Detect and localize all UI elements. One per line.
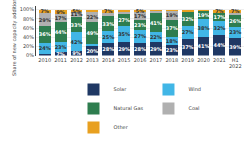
svg-text:18%: 18% xyxy=(166,38,178,44)
svg-text:2021: 2021 xyxy=(213,57,226,63)
svg-text:29%: 29% xyxy=(39,17,51,23)
svg-text:100%: 100% xyxy=(20,6,35,12)
svg-text:37%: 37% xyxy=(182,44,194,50)
svg-text:23%: 23% xyxy=(134,22,146,28)
svg-text:Share of new capacity addition: Share of new capacity additions (%) xyxy=(11,0,18,76)
svg-text:0%: 0% xyxy=(26,52,34,58)
svg-text:20%: 20% xyxy=(23,43,34,49)
svg-text:23%: 23% xyxy=(55,44,67,50)
svg-text:44%: 44% xyxy=(213,42,225,48)
svg-text:49%: 49% xyxy=(86,30,98,36)
svg-text:23%: 23% xyxy=(166,47,178,53)
svg-text:Other: Other xyxy=(114,124,129,130)
svg-text:24%: 24% xyxy=(39,45,51,51)
svg-text:32%: 32% xyxy=(213,25,225,31)
svg-text:2011: 2011 xyxy=(54,57,67,63)
svg-text:2010: 2010 xyxy=(38,57,51,63)
svg-text:29%: 29% xyxy=(118,46,130,52)
svg-text:28%: 28% xyxy=(134,46,146,52)
svg-text:32%: 32% xyxy=(182,16,194,22)
svg-text:33%: 33% xyxy=(71,22,83,28)
svg-text:29%: 29% xyxy=(150,46,162,52)
svg-text:26%: 26% xyxy=(229,18,241,24)
svg-text:11%: 11% xyxy=(71,11,83,17)
svg-text:7%: 7% xyxy=(231,8,240,14)
svg-text:20%: 20% xyxy=(86,48,98,54)
svg-text:2018: 2018 xyxy=(165,57,178,63)
svg-text:2019: 2019 xyxy=(181,57,194,63)
svg-text:80%: 80% xyxy=(23,16,34,22)
svg-text:7%: 7% xyxy=(56,51,65,57)
svg-text:5%: 5% xyxy=(72,8,81,14)
svg-text:17%: 17% xyxy=(213,14,225,20)
svg-text:2017: 2017 xyxy=(150,57,163,63)
svg-text:27%: 27% xyxy=(118,17,130,23)
svg-text:2014: 2014 xyxy=(102,57,115,63)
svg-text:Natural Gas: Natural Gas xyxy=(114,105,144,111)
svg-text:Coal: Coal xyxy=(188,105,199,111)
svg-text:2012: 2012 xyxy=(70,57,83,63)
svg-text:7%: 7% xyxy=(215,8,224,14)
svg-text:H12022: H12022 xyxy=(229,57,242,70)
svg-text:9%: 9% xyxy=(72,50,81,56)
svg-text:5%: 5% xyxy=(136,8,145,14)
svg-text:9%: 9% xyxy=(56,9,65,15)
svg-text:33%: 33% xyxy=(102,21,114,27)
svg-text:2015: 2015 xyxy=(118,57,131,63)
svg-text:27%: 27% xyxy=(182,29,194,35)
svg-text:40%: 40% xyxy=(23,34,34,40)
svg-text:25%: 25% xyxy=(102,34,114,40)
svg-text:41%: 41% xyxy=(198,43,210,49)
svg-text:2016: 2016 xyxy=(134,57,147,63)
svg-text:37%: 37% xyxy=(166,25,178,31)
svg-text:7%: 7% xyxy=(104,8,113,14)
svg-text:2020: 2020 xyxy=(197,57,210,63)
svg-text:39%: 39% xyxy=(229,44,241,50)
svg-text:Solar: Solar xyxy=(114,86,128,92)
svg-text:Wind: Wind xyxy=(188,86,201,92)
svg-text:19%: 19% xyxy=(166,12,178,18)
svg-text:7%: 7% xyxy=(40,8,49,14)
svg-text:42%: 42% xyxy=(71,39,83,45)
svg-text:2013: 2013 xyxy=(86,57,99,63)
svg-text:22%: 22% xyxy=(86,14,98,20)
svg-text:36%: 36% xyxy=(39,31,51,37)
svg-text:60%: 60% xyxy=(23,25,34,31)
svg-text:17%: 17% xyxy=(134,13,146,19)
svg-text:38%: 38% xyxy=(198,25,210,31)
svg-text:35%: 35% xyxy=(118,31,130,37)
svg-text:22%: 22% xyxy=(150,34,162,40)
svg-text:27%: 27% xyxy=(134,33,146,39)
svg-text:44%: 44% xyxy=(55,29,67,35)
svg-text:17%: 17% xyxy=(55,15,67,21)
svg-text:19%: 19% xyxy=(198,12,210,18)
svg-text:28%: 28% xyxy=(102,46,114,52)
svg-text:23%: 23% xyxy=(229,29,241,35)
svg-text:41%: 41% xyxy=(150,20,162,26)
